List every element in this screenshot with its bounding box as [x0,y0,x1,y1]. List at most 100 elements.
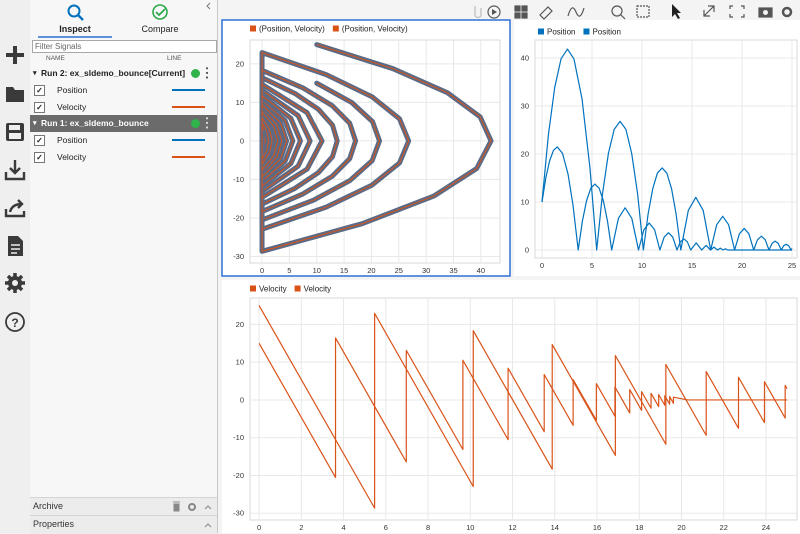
x-tick-label: 24 [762,523,770,532]
x-tick-label: 4 [341,523,345,532]
legend-swatch [332,25,339,32]
charts: 0 5 10 15 20 25 30 35 40-30-20-1001020(Position,… [233,25,798,532]
column-header: LINE [167,55,182,62]
run-row[interactable]: ▾ Run 1: ex_sldemo_bounce [30,115,217,132]
legend-label: (Position, Velocity) [342,25,408,34]
x-tick-label: 20 [738,261,746,270]
export-icon[interactable] [4,199,26,218]
archive-bar[interactable]: Archive [30,497,217,515]
toolbar [474,4,793,22]
x-tick-label: 8 [426,523,430,532]
panel-title: Archive [33,501,64,511]
legend-swatch [250,25,256,32]
snapshot-icon[interactable] [758,7,773,18]
settings-icon[interactable] [5,273,25,293]
filter-input[interactable]: Filter Signals [32,40,217,53]
selected-plot-frame[interactable] [221,19,511,277]
new-icon[interactable] [6,46,24,64]
open-icon[interactable] [6,87,24,102]
x-tick-label: 10 [638,261,646,270]
legend-label: (Position, Velocity) [259,25,325,34]
signal-row[interactable]: ✓ Velocity [30,149,217,165]
axes-box [249,297,798,521]
delete-icon[interactable] [173,501,180,512]
pan-icon[interactable] [474,6,482,19]
plot-frame[interactable] [222,280,800,533]
tab-icons [38,2,211,38]
menu-kebab[interactable] [206,66,208,80]
expand-icon[interactable] [204,505,212,510]
clear-icon[interactable] [539,6,553,20]
x-tick-label: 0 [260,266,264,275]
y-tick-label: -30 [233,252,244,261]
collapse-icon[interactable] [206,2,211,10]
layout-icon[interactable] [514,5,528,19]
y-tick-label: 20 [236,320,244,329]
signal-icon[interactable] [567,7,585,17]
y-tick-label: 10 [521,197,529,206]
expand-icon[interactable] [703,5,715,17]
fullscreen-icon[interactable] [729,5,745,18]
cursor-icon[interactable] [672,4,681,19]
status-dot [191,119,200,128]
plot-frame[interactable] [514,20,800,276]
report-icon[interactable] [8,236,23,256]
x-tick-label: 10 [313,266,321,275]
checkbox[interactable]: ✓ [34,102,45,113]
run-icon[interactable] [487,5,501,19]
plot-background [218,0,800,533]
line [258,305,788,509]
run-name: Run 2: ex_sldemo_bounce[Current] [41,68,186,78]
import-icon[interactable] [4,160,26,181]
settings-icon[interactable] [781,6,793,18]
x-tick-label: 15 [340,266,348,275]
signal-row[interactable]: ✓ Position [30,132,217,148]
line [541,146,792,251]
sidebar: Inspect Compare Filter Signals NAME LINE… [30,0,218,534]
properties-bar[interactable]: Properties [30,515,217,534]
expand-icon[interactable] [204,523,212,528]
x-tick-label: 16 [593,523,601,532]
line [541,48,793,251]
line-style [172,106,205,108]
signal-name: Velocity [57,152,87,162]
x-tick-label: 22 [720,523,728,532]
x-tick-label: 10 [466,523,474,532]
run-row[interactable]: ▾ Run 2: ex_sldemo_bounce[Current] [30,65,217,82]
save-icon[interactable] [6,123,24,141]
x-tick-label: 5 [287,266,291,275]
tab[interactable]: Inspect [59,24,91,34]
x-tick-label: 0 [257,523,261,532]
line [261,76,381,221]
legend-swatch [250,285,256,292]
x-tick-label: 6 [384,523,388,532]
zoom-icon[interactable] [611,5,623,17]
signal-row[interactable]: ✓ Velocity [30,99,217,115]
checkbox[interactable]: ✓ [34,135,45,146]
column-header: NAME [46,55,65,62]
y-tick-label: 40 [521,53,529,62]
legend-label: Position [547,28,575,37]
checkbox[interactable]: ✓ [34,85,45,96]
line-style [172,89,205,91]
y-tick-label: -30 [233,509,244,518]
y-tick-label: 10 [236,98,244,107]
x-tick-label: 14 [551,523,559,532]
y-tick-label: 30 [521,101,529,110]
signal-row[interactable]: ✓ Position [30,82,217,98]
expand-arrow: ▾ [33,120,37,127]
y-tick-label: 10 [236,358,244,367]
menu-kebab[interactable] [206,116,208,130]
settings-icon[interactable] [188,503,196,511]
help-icon[interactable]: ? [5,312,25,332]
series-group [258,305,788,509]
y-tick-label: -20 [233,213,244,222]
legend-label: Velocity [259,285,287,294]
legend-swatch [294,285,301,292]
tab[interactable]: Compare [141,24,179,34]
svg-text:?: ? [11,316,18,330]
checkbox[interactable]: ✓ [34,152,45,163]
fit-icon[interactable] [636,5,650,18]
run-name: Run 1: ex_sldemo_bounce [41,118,149,128]
legend-swatch [583,28,590,35]
